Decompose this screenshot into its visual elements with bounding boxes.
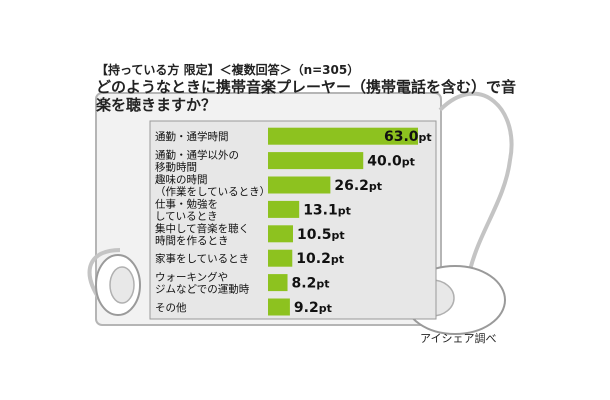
category-label: ウォーキングやジムなどでの運動時 [155,271,250,296]
category-label: 通勤・通学時間 [155,130,229,143]
source-note: アイシェア調べ [420,332,497,345]
bar [268,274,288,292]
value-label: 9.2pt [294,300,332,316]
bar [268,200,300,218]
earphone-cord-left [87,248,121,302]
category-label: 集中して音楽を聴く時間を作るとき [155,222,249,247]
value-label: 10.5pt [297,227,345,243]
value-label: 63.0pt [384,129,432,145]
category-label: 趣味の時間（作業をしているとき） [155,173,270,198]
chart-title: 【持っている方 限定】＜複数回答＞（n=305） どのようなときに携帯音楽プレー… [96,62,516,114]
bar [268,152,364,170]
earbud-left-icon [95,254,141,316]
survey-question: どのようなときに携帯音楽プレーヤー（携帯電話を含む）で音楽を聴きますか？ [96,78,517,114]
value-label: 8.2pt [292,276,330,292]
value-label: 40.0pt [367,154,415,170]
category-label: 仕事・勉強をしているとき [155,197,218,222]
category-label: 家事をしているとき [155,252,249,265]
bar [268,127,418,145]
category-label: 通勤・通学以外の移動時間 [155,149,239,174]
value-label: 26.2pt [334,178,382,194]
category-label: その他 [155,301,187,314]
survey-condition: 【持っている方 限定】＜複数回答＞（n=305） [96,63,360,77]
earphone-cord [438,91,514,271]
bar [268,298,290,316]
value-label: 13.1pt [303,202,351,218]
bar [268,249,293,267]
value-label: 10.2pt [296,251,344,267]
bar [268,176,331,194]
bar [268,225,293,243]
